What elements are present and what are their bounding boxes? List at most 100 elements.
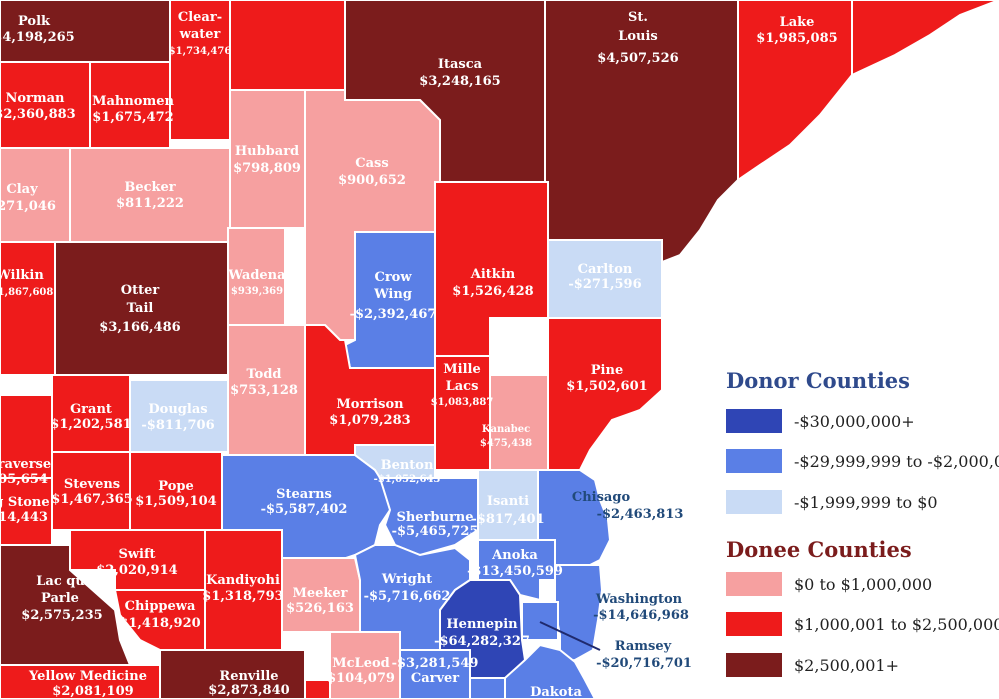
label-clearwater-name1: Clear- (178, 10, 222, 25)
county-hubbard[interactable] (229, 89, 306, 229)
legend-donor-title: Donor Counties (726, 368, 910, 393)
label-clearwater-value: $1,734,476 (169, 46, 232, 57)
label-ottertail-name1: Otter (121, 283, 160, 298)
label-carver-value: -$3,281,549 (392, 656, 479, 671)
legend-donee-title: Donee Counties (726, 537, 912, 562)
legend-label: $2,500,001+ (794, 655, 900, 675)
legend-swatch-donee-low (726, 572, 782, 596)
label-becker-value: $811,222 (116, 196, 184, 211)
label-renville-name: Renville (219, 669, 278, 684)
label-carlton-name: Carlton (578, 262, 633, 277)
county-sibley[interactable] (304, 679, 331, 699)
label-wadena-name: Wadena (227, 268, 286, 283)
ramsey-callout-line (539, 621, 601, 651)
county-dakota[interactable] (504, 643, 597, 699)
label-yellowmedicine-name: Yellow Medicine (28, 669, 147, 684)
label-wright-value: -$5,716,662 (364, 589, 451, 604)
label-clay-value: $271,046 (0, 199, 56, 214)
label-ottertail-value: $3,166,486 (99, 320, 180, 335)
label-stlouis-name1: St. (628, 10, 648, 25)
label-todd-value: $753,128 (230, 383, 298, 398)
label-stevens-name: Stevens (64, 477, 120, 492)
label-traverse-value: $205,654 (0, 472, 48, 487)
label-renville-value: $2,873,840 (208, 683, 289, 698)
county-yellowmedicine[interactable] (0, 664, 161, 699)
county-beltrami[interactable] (229, 0, 346, 91)
label-chippewa-name: Chippewa (125, 599, 196, 614)
label-millelacs-name1: Mille (443, 362, 480, 377)
label-morrison-value: $1,079,283 (329, 413, 410, 428)
label-itasca-name: Itasca (438, 57, 483, 72)
county-mcleod[interactable] (329, 631, 401, 699)
label-ramsey-value: -$20,716,701 (596, 656, 692, 671)
county-becker[interactable] (69, 147, 231, 243)
legend-swatch-donor-low (726, 490, 782, 514)
label-polk-name: Polk (18, 14, 51, 29)
county-douglas[interactable] (129, 379, 229, 453)
label-stearns-name: Stearns (276, 487, 332, 502)
label-douglas-name: Douglas (148, 402, 207, 417)
legend-donor-item-2: -$29,999,999 to -$2,000,000 (726, 448, 999, 474)
county-cook[interactable] (851, 0, 999, 77)
label-stevens-value: $1,467,365 (51, 492, 132, 507)
label-wilkin-value: $1,867,608 (0, 287, 53, 298)
label-carver-name: Carver (411, 671, 459, 686)
label-lake-value: $1,985,085 (756, 31, 837, 46)
label-cass-name: Cass (355, 156, 388, 171)
county-carver[interactable] (399, 649, 471, 699)
label-itasca-value: $3,248,165 (419, 74, 500, 89)
label-wilkin-name: Wilkin (0, 268, 44, 283)
label-meeker-name: Meeker (292, 586, 347, 601)
county-wilkin[interactable] (0, 241, 56, 376)
label-stlouis-name2: Louis (618, 29, 658, 44)
label-carlton-value: -$271,596 (568, 277, 641, 292)
label-mcleod-name: McLeod (332, 656, 389, 671)
label-yellowmedicine-value: $2,081,109 (52, 684, 133, 699)
label-ramsey-name: Ramsey (615, 639, 672, 654)
label-lake-name: Lake (780, 15, 815, 30)
label-todd-name: Todd (246, 367, 281, 382)
label-crowwing-name2: Wing (373, 287, 412, 302)
label-wright-name: Wright (381, 572, 432, 587)
county-kanabec[interactable] (489, 374, 549, 471)
label-cass-value: $900,652 (338, 173, 406, 188)
label-lacquiparle-value: $2,575,235 (21, 608, 102, 623)
label-kandiyohi-name: Kandiyohi (206, 573, 280, 588)
label-pope-name: Pope (158, 479, 193, 494)
legend-swatch-donor-mid (726, 449, 782, 473)
label-bigstone-value: $614,443 (0, 510, 48, 525)
legend-donee-item-2: $1,000,001 to $2,500,000 (726, 611, 999, 637)
county-scott[interactable] (469, 677, 506, 699)
legend: Donor Counties -$30,000,000+ -$29,999,99… (724, 362, 999, 699)
label-benton-name: Benton (381, 458, 434, 473)
label-sherburne-name: Sherburne (396, 510, 473, 525)
label-traverse-name: Traverse (0, 457, 51, 472)
label-pine-name: Pine (591, 363, 623, 378)
label-kanabec-value: $475,438 (480, 438, 532, 449)
legend-swatch-donee-mid (726, 612, 782, 636)
label-isanti-value: -$817,401 (471, 512, 544, 527)
label-anoka-name: Anoka (491, 548, 538, 563)
label-pope-value: $1,509,104 (135, 494, 216, 509)
label-kandiyohi-value: $1,318,793 (202, 589, 283, 604)
label-chisago-name: Chisago (572, 490, 631, 505)
label-washington-name: Washington (595, 592, 683, 607)
label-crowwing-name1: Crow (374, 270, 412, 285)
legend-label: -$30,000,000+ (794, 411, 915, 431)
label-clearwater-name2: water (179, 27, 221, 42)
label-mahnomen-value: $1,675,472 (92, 110, 173, 125)
label-norman-name: Norman (5, 91, 65, 106)
label-polk-value: $4,198,265 (0, 30, 75, 45)
label-grant-name: Grant (70, 402, 112, 417)
label-hennepin-value: -$64,282,327 (434, 634, 530, 649)
county-pine[interactable] (547, 317, 663, 471)
county-anoka[interactable] (477, 539, 556, 602)
label-benton-value: -$1,052,643 (374, 474, 441, 485)
legend-donee-item-1: $0 to $1,000,000 (726, 571, 932, 597)
county-renville[interactable] (159, 649, 306, 699)
label-aitkin-value: $1,526,428 (452, 284, 533, 299)
label-stlouis-value: $4,507,526 (597, 51, 678, 66)
label-swift-name: Swift (118, 547, 155, 562)
label-crowwing-value: -$2,392,467 (350, 307, 437, 322)
label-washington-value: -$14,646,968 (593, 608, 689, 623)
